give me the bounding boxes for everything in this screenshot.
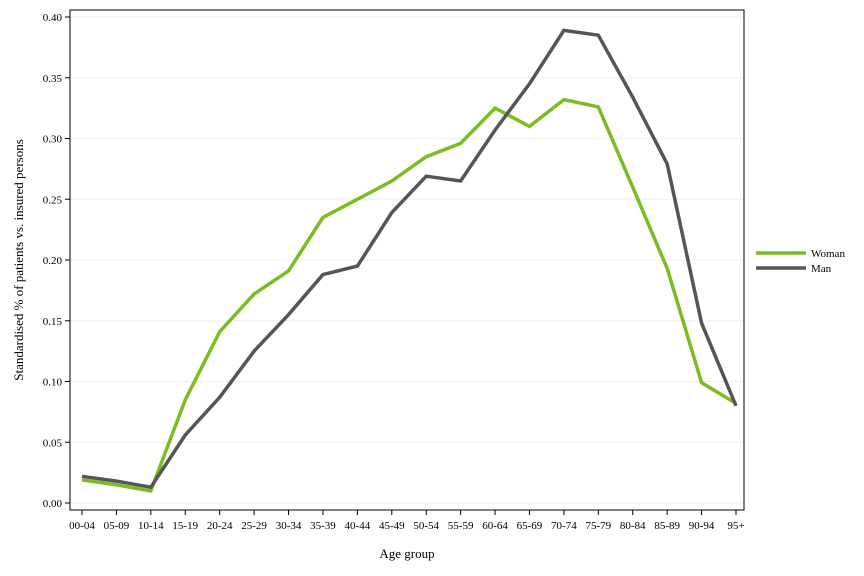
- x-tick-label: 75-79: [585, 520, 611, 532]
- gridlines: [70, 16, 744, 504]
- axis-ticks: 0.00 0.05 0.10 0.15 0.20 0.25 0.30 0.35 0.40 00-0…: [43, 12, 745, 532]
- y-tick-label: 0.00: [43, 498, 63, 510]
- x-tick-label: 70-74: [551, 520, 577, 532]
- x-tick-label: 95+: [727, 520, 744, 532]
- y-tick-label: 0.35: [43, 73, 63, 85]
- legend-label: Woman: [811, 248, 845, 260]
- x-tick-label: 65-69: [517, 520, 543, 532]
- legend: Woman Man: [756, 248, 845, 275]
- y-tick-label: 0.25: [43, 194, 63, 206]
- x-tick-label: 35-39: [310, 520, 336, 532]
- x-tick-label: 40-44: [345, 520, 371, 532]
- x-tick-label: 90-94: [689, 520, 715, 532]
- y-tick-label: 0.40: [43, 12, 63, 24]
- x-tick-label: 05-09: [104, 520, 130, 532]
- x-tick-label: 25-29: [241, 520, 267, 532]
- x-tick-label: 20-24: [207, 520, 233, 532]
- x-tick-label: 00-04: [69, 520, 95, 532]
- x-tick-label: 45-49: [379, 520, 405, 532]
- series-line-man: [81, 28, 738, 490]
- y-axis-title: Standardised % of patients vs. insured p…: [11, 139, 26, 381]
- y-tick-label: 0.20: [43, 255, 63, 267]
- x-tick-label: 60-64: [482, 520, 508, 532]
- x-axis-title: Age group: [379, 546, 434, 561]
- x-tick-label: 30-34: [276, 520, 302, 532]
- x-tick-label: 85-89: [654, 520, 680, 532]
- y-tick-label: 0.15: [43, 316, 63, 328]
- x-tick-label: 10-14: [138, 520, 164, 532]
- y-tick-label: 0.30: [43, 134, 63, 146]
- y-tick-label: 0.05: [43, 437, 63, 449]
- series-line-woman: [81, 97, 737, 493]
- legend-label: Man: [811, 263, 832, 275]
- x-tick-label: 50-54: [413, 520, 439, 532]
- x-tick-label: 15-19: [172, 520, 198, 532]
- y-tick-label: 0.10: [43, 377, 63, 389]
- series-lines: [81, 28, 738, 493]
- x-tick-label: 80-84: [620, 520, 646, 532]
- x-tick-label: 55-59: [448, 520, 474, 532]
